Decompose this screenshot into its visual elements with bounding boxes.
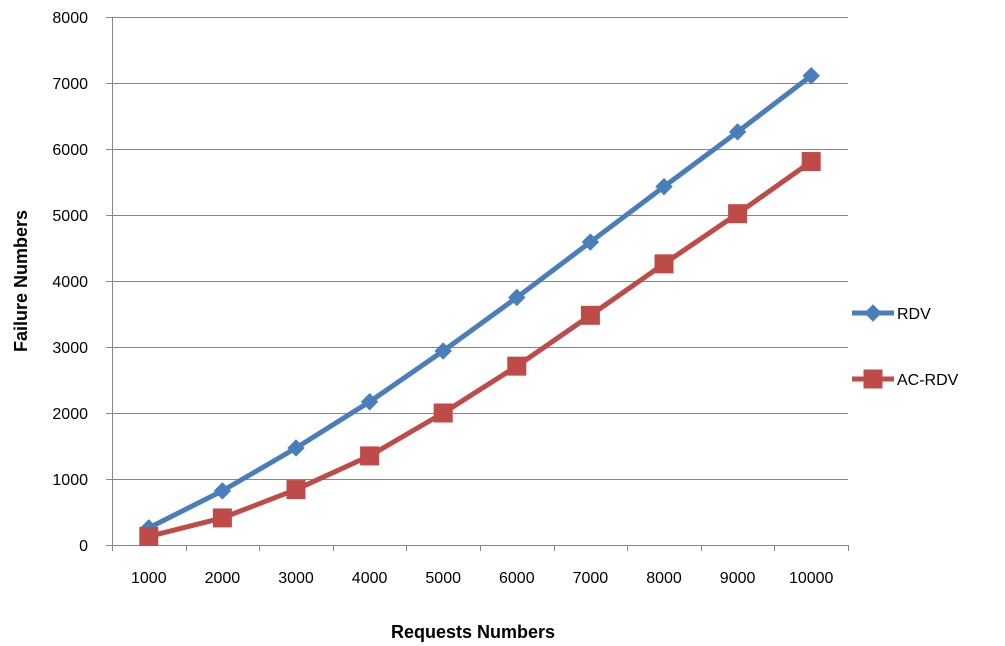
data-point	[581, 233, 600, 251]
y-tick-label: 6000	[52, 142, 88, 159]
y-tick-label: 5000	[52, 208, 88, 225]
data-point	[728, 204, 748, 224]
data-point	[507, 356, 527, 376]
data-point	[802, 67, 820, 85]
series-line	[148, 159, 813, 539]
data-point	[287, 439, 305, 457]
legend-label: RDV	[897, 306, 931, 323]
x-tick-label: 2000	[205, 570, 241, 587]
x-tick-label: 6000	[499, 570, 535, 587]
series-line	[147, 73, 813, 531]
data-point	[655, 177, 673, 196]
data-point	[728, 123, 747, 141]
x-tick-label: 7000	[573, 570, 609, 587]
data-point	[360, 446, 380, 466]
series-ac-rdv	[139, 152, 821, 546]
data-point	[213, 482, 232, 500]
x-tick-label: 5000	[425, 570, 461, 587]
x-tick-label: 9000	[720, 570, 756, 587]
y-tick-label: 1000	[52, 472, 88, 489]
x-tick-label: 10000	[789, 570, 834, 587]
data-point	[654, 254, 674, 274]
data-point	[580, 305, 600, 325]
legend-marker	[864, 304, 882, 322]
x-tick-label: 3000	[278, 570, 314, 587]
data-point	[360, 393, 379, 411]
x-tick-label: 1000	[131, 570, 167, 587]
x-tick-labels: 1000 2000 3000 4000 5000 6000 7000 8000 9000 1000…	[131, 570, 834, 587]
legend: RDV AC-RDV	[852, 304, 959, 389]
y-tick-label: 2000	[52, 406, 88, 423]
x-tick-label: 4000	[352, 570, 388, 587]
y-tick-labels: 0 1000 2000 3000 4000 5000 6000 7000 8000	[52, 10, 88, 555]
legend-item: AC-RDV	[852, 369, 959, 389]
series-rdv	[140, 67, 820, 537]
data-point	[801, 152, 821, 172]
legend-label: AC-RDV	[897, 372, 959, 389]
legend-item: RDV	[852, 304, 931, 323]
data-point	[139, 526, 159, 546]
x-tick-label: 8000	[646, 570, 682, 587]
data-point	[434, 342, 452, 360]
y-axis-title: Failure Numbers	[11, 210, 31, 352]
axes	[106, 17, 849, 551]
data-point	[212, 508, 232, 528]
y-tick-label: 8000	[52, 10, 88, 27]
y-tick-label: 7000	[52, 76, 88, 93]
x-axis-title: Requests Numbers	[391, 622, 555, 642]
data-point	[286, 480, 306, 500]
y-tick-label: 4000	[52, 274, 88, 291]
gridlines	[112, 17, 848, 480]
y-tick-label: 3000	[52, 340, 88, 357]
series	[139, 67, 821, 546]
data-point	[433, 403, 453, 423]
y-tick-label: 0	[79, 538, 88, 555]
legend-marker	[863, 369, 883, 389]
data-point	[508, 288, 526, 307]
